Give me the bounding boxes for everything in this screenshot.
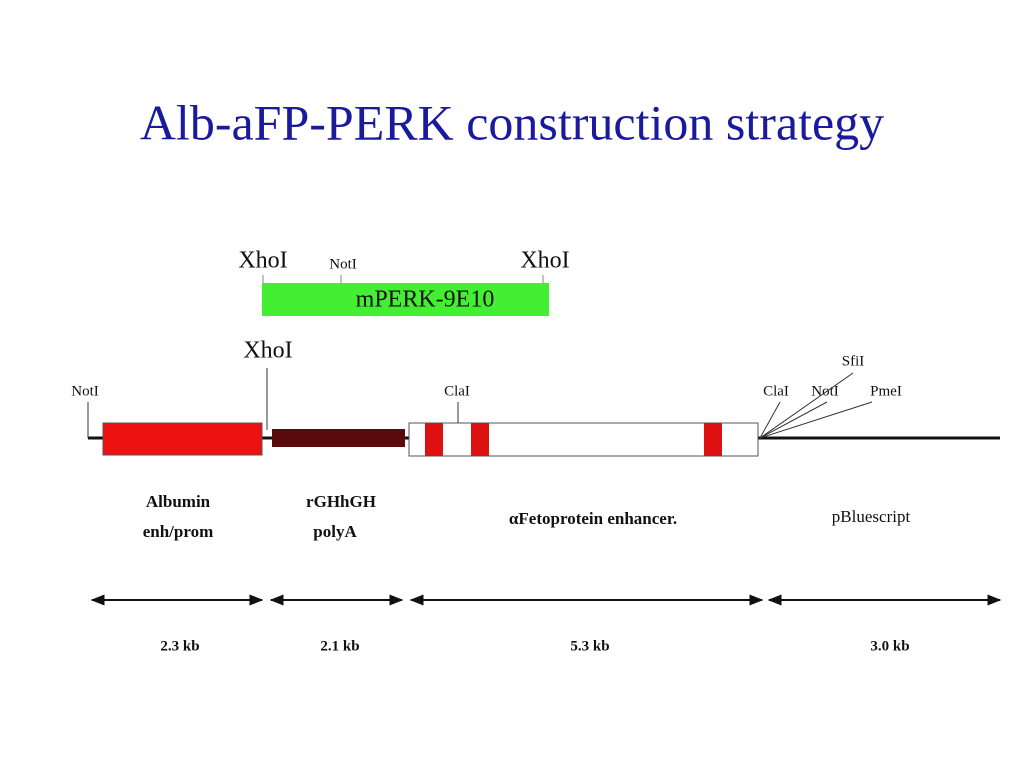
size-label: 2.1 kb	[320, 638, 359, 654]
site-label: XhoI	[520, 248, 569, 274]
albumin-box	[102, 422, 263, 456]
site-label: NotI	[71, 383, 99, 399]
afp-element	[425, 423, 443, 456]
site-label: XhoI	[243, 338, 292, 364]
title: Alb-aFP-PERK construction strategy	[140, 94, 884, 150]
segment-label: pBluescript	[832, 507, 911, 526]
site-label: PmeI	[870, 383, 902, 399]
insert-box	[262, 283, 549, 316]
segment-label: Albumin	[146, 492, 211, 511]
site-label: SfiI	[842, 353, 865, 369]
size-label: 3.0 kb	[870, 638, 909, 654]
site-ticks	[262, 275, 544, 283]
polya-box	[272, 429, 405, 447]
segment-label: αFetoprotein enhancer.	[509, 509, 677, 528]
insert-label: mPERK-9E10	[356, 287, 495, 313]
afp-box	[408, 422, 759, 457]
size-label: 2.3 kb	[160, 638, 199, 654]
site-label: NotI	[329, 256, 357, 272]
segment-label: enh/prom	[143, 522, 214, 541]
site-label: ClaI	[763, 383, 789, 399]
size-label: 5.3 kb	[570, 638, 609, 654]
site-label: XhoI	[238, 248, 287, 274]
afp-element	[704, 423, 722, 456]
site-label: ClaI	[444, 383, 470, 399]
segment-label: rGHhGH	[306, 492, 376, 511]
afp-element	[471, 423, 489, 456]
segment-label: polyA	[313, 522, 357, 541]
site-lines	[87, 368, 873, 439]
